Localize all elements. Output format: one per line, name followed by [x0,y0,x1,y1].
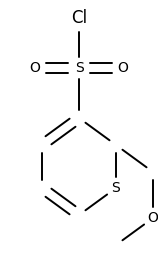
Text: O: O [148,211,158,225]
Text: O: O [118,61,128,75]
Text: Cl: Cl [71,9,87,27]
Text: S: S [112,181,120,195]
Text: S: S [75,61,83,75]
Text: O: O [30,61,40,75]
